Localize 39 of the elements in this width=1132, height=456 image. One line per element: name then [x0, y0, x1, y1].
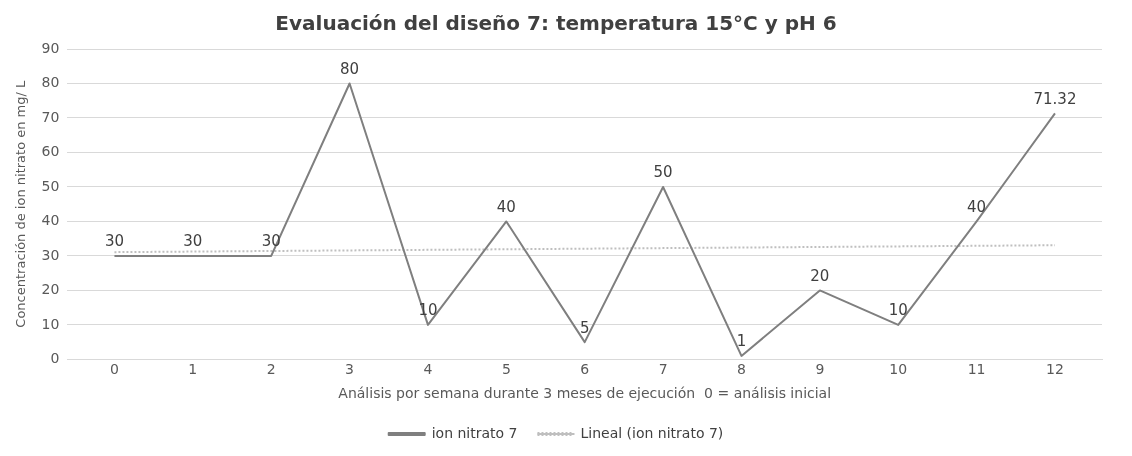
x-tick-label: 12: [1046, 361, 1064, 378]
x-tick-label: 10: [889, 361, 908, 378]
data-label: 30: [104, 232, 124, 251]
y-tick-label: 0: [50, 350, 60, 367]
data-label: 80: [340, 59, 360, 78]
data-label: 40: [967, 197, 987, 216]
y-tick-label: 70: [41, 108, 60, 125]
data-label: 71.32: [1033, 89, 1077, 108]
x-tick-label: 4: [423, 361, 433, 378]
y-tick-label: 50: [41, 177, 60, 194]
x-tick-label: 2: [266, 361, 276, 378]
x-axis-title: Análisis por semana durante 3 meses de ejecución 0 = análisis inicial: [338, 385, 832, 402]
x-tick-label: 5: [501, 361, 511, 378]
y-axis-title: Concentración de ion nitrato en mg/ L: [13, 79, 29, 328]
x-tick-label: 3: [345, 361, 355, 378]
y-tick-label: 20: [41, 281, 60, 298]
x-tick-label: 9: [815, 361, 825, 378]
data-label: 1: [736, 332, 747, 351]
y-tick-label: 30: [41, 246, 60, 263]
y-tick-label: 90: [41, 39, 60, 56]
x-tick-label: 7: [658, 361, 668, 378]
y-tick-label: 60: [41, 143, 60, 160]
data-label: 40: [496, 197, 516, 216]
data-label: 50: [653, 163, 673, 182]
data-label: 20: [810, 266, 830, 285]
chart-title: Evaluación del diseño 7: temperatura 15°C y pH 6: [275, 11, 837, 36]
data-label: 30: [183, 232, 203, 251]
x-tick-label: 8: [737, 361, 746, 378]
y-tick-label: 40: [41, 212, 60, 229]
legend-label: Lineal (ion nitrato 7): [580, 424, 724, 441]
legend-label: ion nitrato 7: [431, 424, 518, 441]
x-tick-label: 6: [580, 361, 590, 378]
x-tick-label: 0: [109, 361, 119, 378]
y-tick-label: 10: [41, 315, 60, 332]
data-label: 5: [579, 318, 590, 337]
data-label: 10: [888, 301, 908, 320]
y-tick-label: 80: [41, 74, 60, 91]
x-tick-label: 11: [967, 361, 986, 378]
x-tick-label: 1: [188, 361, 198, 378]
